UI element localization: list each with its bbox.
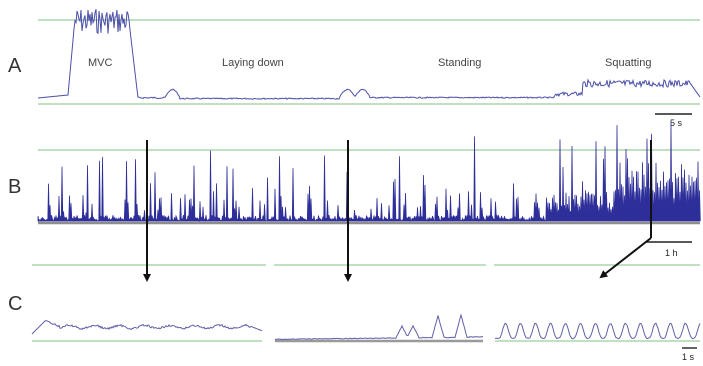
zoom-arrows (143, 140, 652, 282)
panel-label-c: C (8, 293, 22, 315)
panel-c: C 1 s (8, 293, 701, 362)
scale-bar-b-label: 1 h (665, 248, 678, 258)
panel-b-trace (37, 122, 701, 223)
panel-c-trace-standing (274, 313, 484, 341)
panel-a-trace (37, 9, 701, 100)
scale-bar-c-label: 1 s (682, 352, 695, 362)
annotation-squatting: Squatting (605, 57, 651, 69)
annotation-standing: Standing (438, 57, 481, 69)
scale-bar-a-label: 5 s (670, 118, 683, 128)
panel-c-trace-laying (31, 320, 263, 335)
annotation-mvc: MVC (88, 57, 113, 69)
panel-b: B 1 h (8, 122, 701, 258)
panel-label-b: B (8, 176, 21, 198)
panel-label-a: A (8, 55, 22, 77)
panel-a: A MVC Laying down Standing Squatting 5 s (8, 9, 701, 128)
arrow-squatting-diagonal (599, 237, 652, 279)
panel-c-trace-squatting (494, 322, 701, 340)
annotation-laying-down: Laying down (222, 57, 284, 69)
